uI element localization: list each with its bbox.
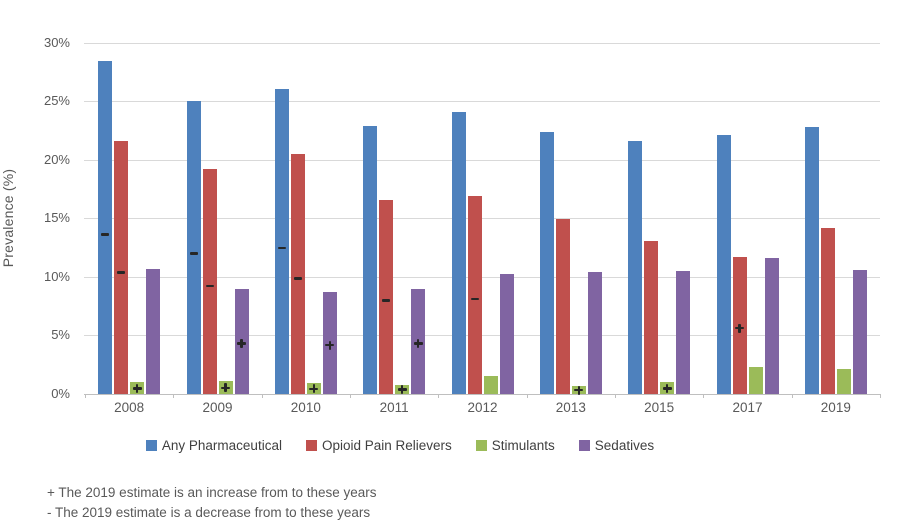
bar-any-pharmaceutical-2009	[186, 101, 201, 394]
legend-swatch-sedatives	[578, 439, 590, 451]
marker-plus-sedatives-2009	[237, 338, 246, 348]
x-axis-tick	[261, 394, 263, 398]
y-gridline-5	[84, 335, 880, 337]
bar-opioid-pain-relievers-2012	[467, 195, 482, 394]
x-axis-tick	[791, 394, 793, 398]
bar-stimulants-2019	[836, 369, 851, 394]
x-label-2010: 2010	[290, 400, 321, 415]
bar-opioid-pain-relievers-2008	[114, 140, 129, 394]
bar-any-pharmaceutical-2013	[539, 131, 554, 394]
legend-label-stimulants: Stimulants	[491, 437, 555, 453]
marker-minus-any-pharmaceutical-2010	[277, 246, 286, 250]
marker-minus-opioid-pain-relievers-2008	[117, 271, 126, 274]
y-gridline-25	[84, 101, 880, 103]
y-tick-label-10: 10%	[43, 268, 70, 284]
legend-label-opioid-pain-relievers: Opioid Pain Relievers	[321, 437, 452, 453]
bar-opioid-pain-relievers-2010	[290, 153, 305, 394]
y-axis-title: Prevalence (%)	[0, 168, 16, 268]
x-axis-tick	[615, 394, 616, 398]
marker-minus-opioid-pain-relievers-2012	[470, 297, 479, 301]
y-tick-label-20: 20%	[43, 151, 70, 167]
y-tick-label-5: 5%	[51, 327, 70, 343]
y-tick-label-15: 15%	[43, 210, 70, 226]
x-label-2011: 2011	[379, 400, 409, 415]
y-gridline-20	[84, 159, 880, 161]
bar-stimulants-2017	[748, 367, 763, 394]
bar-sedatives-2019	[852, 269, 867, 394]
bar-sedatives-2013	[587, 272, 602, 394]
legend-item-stimulants: Stimulants	[475, 437, 555, 453]
bar-any-pharmaceutical-2011	[363, 125, 378, 394]
x-label-2013: 2013	[555, 400, 586, 415]
legend-swatch-stimulants	[475, 439, 487, 451]
x-label-2012: 2012	[467, 400, 498, 415]
bar-sedatives-2017	[764, 258, 779, 394]
bar-opioid-pain-relievers-2011	[379, 199, 394, 394]
footnote-plus: + The 2019 estimate is an increase from …	[47, 485, 377, 500]
x-axis-tick	[438, 394, 440, 398]
x-axis-tick	[350, 394, 351, 398]
y-tick-label-30: 30%	[43, 34, 70, 50]
y-gridline-10	[84, 276, 880, 278]
legend-item-opioid-pain-relievers: Opioid Pain Relievers	[305, 437, 452, 453]
legend-label-any-pharmaceutical: Any Pharmaceutical	[161, 437, 282, 453]
bar-opioid-pain-relievers-2019	[820, 227, 835, 394]
marker-plus-stimulants-2011	[397, 385, 407, 394]
y-gridline-15	[84, 218, 880, 220]
marker-minus-opioid-pain-relievers-2009	[205, 284, 214, 288]
marker-minus-any-pharmaceutical-2009	[189, 252, 198, 255]
x-axis-tick	[85, 394, 86, 398]
x-axis-line	[84, 394, 880, 395]
x-axis-tick	[880, 394, 881, 398]
bar-opioid-pain-relievers-2015	[644, 240, 659, 394]
bar-sedatives-2012	[499, 274, 514, 394]
bar-any-pharmaceutical-2015	[628, 140, 643, 394]
marker-plus-stimulants-2009	[221, 383, 230, 393]
x-label-2009: 2009	[202, 400, 233, 415]
bar-stimulants-2012	[483, 376, 498, 394]
x-label-2015: 2015	[644, 400, 675, 415]
bar-opioid-pain-relievers-2009	[202, 169, 217, 394]
marker-plus-stimulants-2008	[132, 383, 142, 393]
x-label-2008: 2008	[114, 400, 145, 415]
x-label-2017: 2017	[732, 400, 763, 415]
bar-any-pharmaceutical-2012	[451, 111, 466, 394]
footnotes: + The 2019 estimate is an increase from …	[47, 483, 377, 522]
legend-label-sedatives: Sedatives	[594, 437, 655, 453]
bar-any-pharmaceutical-2008	[98, 61, 113, 394]
marker-minus-any-pharmaceutical-2008	[101, 233, 110, 236]
marker-plus-sedatives-2011	[413, 338, 423, 348]
bar-any-pharmaceutical-2017	[716, 135, 731, 394]
marker-minus-opioid-pain-relievers-2011	[382, 299, 391, 302]
bar-opioid-pain-relievers-2013	[555, 219, 570, 394]
y-gridline-30	[84, 42, 880, 44]
x-axis-tick	[703, 394, 705, 398]
legend-swatch-any-pharmaceutical	[145, 439, 157, 451]
legend-item-any-pharmaceutical: Any Pharmaceutical	[145, 437, 282, 453]
bar-sedatives-2015	[676, 270, 691, 394]
legend-swatch-opioid-pain-relievers	[305, 439, 317, 451]
bar-any-pharmaceutical-2019	[804, 126, 819, 394]
bar-any-pharmaceutical-2010	[274, 89, 289, 394]
marker-plus-stimulants-2015	[662, 383, 672, 393]
marker-plus-opioid-pain-relievers-2017	[735, 323, 744, 333]
y-tick-label-25: 25%	[43, 93, 70, 109]
legend-item-sedatives: Sedatives	[578, 437, 655, 453]
marker-plus-stimulants-2013	[574, 385, 584, 395]
marker-plus-stimulants-2010	[309, 384, 319, 394]
marker-plus-sedatives-2010	[325, 340, 335, 350]
marker-minus-opioid-pain-relievers-2010	[293, 277, 302, 280]
x-axis-tick	[526, 394, 528, 398]
x-axis-tick	[173, 394, 175, 398]
footnote-minus: - The 2019 estimate is a decrease from t…	[47, 504, 371, 520]
bar-sedatives-2008	[146, 268, 161, 394]
legend: Any Pharmaceutical Opioid Pain Relievers S…	[50, 435, 750, 455]
x-label-2019: 2019	[820, 400, 851, 415]
y-tick-label-0: 0%	[51, 386, 70, 401]
